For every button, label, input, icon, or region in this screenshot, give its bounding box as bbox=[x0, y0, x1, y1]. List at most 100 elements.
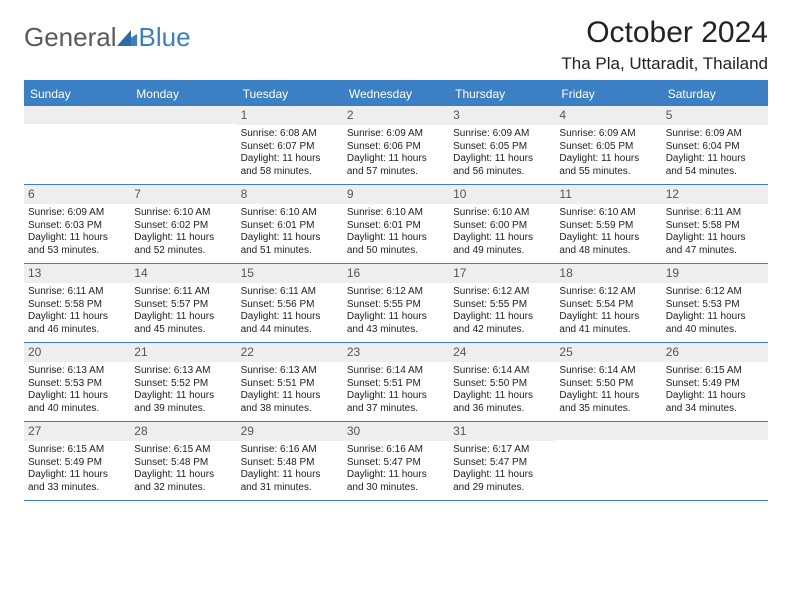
day-number: 14 bbox=[130, 264, 236, 283]
sunset-text: Sunset: 5:48 PM bbox=[241, 457, 339, 470]
sunset-text: Sunset: 5:53 PM bbox=[666, 299, 764, 312]
sunset-text: Sunset: 5:51 PM bbox=[347, 378, 445, 391]
logo-text: General bbox=[24, 22, 137, 53]
sunrise-text: Sunrise: 6:14 AM bbox=[453, 365, 551, 378]
sunset-text: Sunset: 5:53 PM bbox=[28, 378, 126, 391]
sunset-text: Sunset: 5:59 PM bbox=[559, 220, 657, 233]
day-body: Sunrise: 6:12 AMSunset: 5:54 PMDaylight:… bbox=[555, 283, 661, 342]
sunrise-text: Sunrise: 6:14 AM bbox=[559, 365, 657, 378]
day-number: 19 bbox=[662, 264, 768, 283]
day-body: Sunrise: 6:13 AMSunset: 5:53 PMDaylight:… bbox=[24, 362, 130, 421]
sunrise-text: Sunrise: 6:12 AM bbox=[453, 286, 551, 299]
sunset-text: Sunset: 5:55 PM bbox=[347, 299, 445, 312]
day-number: 17 bbox=[449, 264, 555, 283]
day-cell: 31Sunrise: 6:17 AMSunset: 5:47 PMDayligh… bbox=[449, 422, 555, 500]
sunrise-text: Sunrise: 6:09 AM bbox=[347, 128, 445, 141]
sunrise-text: Sunrise: 6:09 AM bbox=[559, 128, 657, 141]
sunset-text: Sunset: 6:00 PM bbox=[453, 220, 551, 233]
day-body: Sunrise: 6:15 AMSunset: 5:48 PMDaylight:… bbox=[130, 441, 236, 500]
week-row: 20Sunrise: 6:13 AMSunset: 5:53 PMDayligh… bbox=[24, 343, 768, 422]
sunset-text: Sunset: 5:47 PM bbox=[347, 457, 445, 470]
sunrise-text: Sunrise: 6:10 AM bbox=[453, 207, 551, 220]
sunset-text: Sunset: 6:05 PM bbox=[453, 141, 551, 154]
title-block: October 2024 Tha Pla, Uttaradit, Thailan… bbox=[561, 16, 768, 74]
week-row: 13Sunrise: 6:11 AMSunset: 5:58 PMDayligh… bbox=[24, 264, 768, 343]
sunset-text: Sunset: 6:01 PM bbox=[347, 220, 445, 233]
sunrise-text: Sunrise: 6:11 AM bbox=[28, 286, 126, 299]
day-number: 12 bbox=[662, 185, 768, 204]
sunset-text: Sunset: 5:50 PM bbox=[453, 378, 551, 391]
sunset-text: Sunset: 5:51 PM bbox=[241, 378, 339, 391]
sunrise-text: Sunrise: 6:11 AM bbox=[134, 286, 232, 299]
daylight-text: Daylight: 11 hours and 37 minutes. bbox=[347, 390, 445, 415]
day-body: Sunrise: 6:13 AMSunset: 5:51 PMDaylight:… bbox=[237, 362, 343, 421]
logo-blue-text: Blue bbox=[139, 22, 191, 53]
daylight-text: Daylight: 11 hours and 50 minutes. bbox=[347, 232, 445, 257]
sunset-text: Sunset: 5:55 PM bbox=[453, 299, 551, 312]
day-cell: 23Sunrise: 6:14 AMSunset: 5:51 PMDayligh… bbox=[343, 343, 449, 421]
day-number: 2 bbox=[343, 106, 449, 125]
day-cell: 6Sunrise: 6:09 AMSunset: 6:03 PMDaylight… bbox=[24, 185, 130, 263]
sunrise-text: Sunrise: 6:14 AM bbox=[347, 365, 445, 378]
sunset-text: Sunset: 6:02 PM bbox=[134, 220, 232, 233]
sunrise-text: Sunrise: 6:12 AM bbox=[559, 286, 657, 299]
day-number: 20 bbox=[24, 343, 130, 362]
sunrise-text: Sunrise: 6:10 AM bbox=[347, 207, 445, 220]
day-number: 28 bbox=[130, 422, 236, 441]
daylight-text: Daylight: 11 hours and 55 minutes. bbox=[559, 153, 657, 178]
day-cell: 9 Sunrise: 6:10 AMSunset: 6:01 PMDaylight… bbox=[343, 185, 449, 263]
day-body: Sunrise: 6:11 AMSunset: 5:58 PMDaylight:… bbox=[24, 283, 130, 342]
day-body: Sunrise: 6:16 AMSunset: 5:48 PMDaylight:… bbox=[237, 441, 343, 500]
sunrise-text: Sunrise: 6:15 AM bbox=[28, 444, 126, 457]
day-number: 3 bbox=[449, 106, 555, 125]
sunrise-text: Sunrise: 6:16 AM bbox=[241, 444, 339, 457]
calendar: SundayMondayTuesdayWednesdayThursdayFrid… bbox=[24, 80, 768, 501]
day-cell: 24Sunrise: 6:14 AMSunset: 5:50 PMDayligh… bbox=[449, 343, 555, 421]
daylight-text: Daylight: 11 hours and 56 minutes. bbox=[453, 153, 551, 178]
day-cell: 16Sunrise: 6:12 AMSunset: 5:55 PMDayligh… bbox=[343, 264, 449, 342]
daylight-text: Daylight: 11 hours and 43 minutes. bbox=[347, 311, 445, 336]
day-body: Sunrise: 6:17 AMSunset: 5:47 PMDaylight:… bbox=[449, 441, 555, 500]
month-title: October 2024 bbox=[561, 16, 768, 50]
sunset-text: Sunset: 6:06 PM bbox=[347, 141, 445, 154]
sunrise-text: Sunrise: 6:11 AM bbox=[666, 207, 764, 220]
sunrise-text: Sunrise: 6:16 AM bbox=[347, 444, 445, 457]
weekday-header-row: SundayMondayTuesdayWednesdayThursdayFrid… bbox=[24, 82, 768, 106]
daylight-text: Daylight: 11 hours and 29 minutes. bbox=[453, 469, 551, 494]
logo-text-part2 bbox=[117, 22, 137, 52]
day-body: Sunrise: 6:11 AMSunset: 5:58 PMDaylight:… bbox=[662, 204, 768, 263]
day-body: Sunrise: 6:12 AMSunset: 5:55 PMDaylight:… bbox=[449, 283, 555, 342]
sunset-text: Sunset: 5:49 PM bbox=[28, 457, 126, 470]
week-row: 6Sunrise: 6:09 AMSunset: 6:03 PMDaylight… bbox=[24, 185, 768, 264]
day-number: 22 bbox=[237, 343, 343, 362]
day-number: 9 bbox=[343, 185, 449, 204]
daylight-text: Daylight: 11 hours and 31 minutes. bbox=[241, 469, 339, 494]
day-cell: 7Sunrise: 6:10 AMSunset: 6:02 PMDaylight… bbox=[130, 185, 236, 263]
weeks-container: 1Sunrise: 6:08 AMSunset: 6:07 PMDaylight… bbox=[24, 106, 768, 501]
sunset-text: Sunset: 5:50 PM bbox=[559, 378, 657, 391]
location-text: Tha Pla, Uttaradit, Thailand bbox=[561, 54, 768, 74]
sunset-text: Sunset: 5:48 PM bbox=[134, 457, 232, 470]
sunrise-text: Sunrise: 6:13 AM bbox=[134, 365, 232, 378]
daylight-text: Daylight: 11 hours and 34 minutes. bbox=[666, 390, 764, 415]
day-cell: 25Sunrise: 6:14 AMSunset: 5:50 PMDayligh… bbox=[555, 343, 661, 421]
daylight-text: Daylight: 11 hours and 49 minutes. bbox=[453, 232, 551, 257]
daylight-text: Daylight: 11 hours and 32 minutes. bbox=[134, 469, 232, 494]
day-body: Sunrise: 6:10 AMSunset: 6:00 PMDaylight:… bbox=[449, 204, 555, 263]
sunset-text: Sunset: 5:58 PM bbox=[28, 299, 126, 312]
day-body: Sunrise: 6:16 AMSunset: 5:47 PMDaylight:… bbox=[343, 441, 449, 500]
day-body bbox=[130, 124, 236, 182]
sunrise-text: Sunrise: 6:13 AM bbox=[28, 365, 126, 378]
day-cell: 8Sunrise: 6:10 AMSunset: 6:01 PMDaylight… bbox=[237, 185, 343, 263]
day-body: Sunrise: 6:10 AMSunset: 5:59 PMDaylight:… bbox=[555, 204, 661, 263]
day-body: Sunrise: 6:14 AMSunset: 5:50 PMDaylight:… bbox=[449, 362, 555, 421]
sunrise-text: Sunrise: 6:12 AM bbox=[347, 286, 445, 299]
day-body: Sunrise: 6:14 AMSunset: 5:51 PMDaylight:… bbox=[343, 362, 449, 421]
daylight-text: Daylight: 11 hours and 51 minutes. bbox=[241, 232, 339, 257]
day-number: 7 bbox=[130, 185, 236, 204]
day-cell: 18Sunrise: 6:12 AMSunset: 5:54 PMDayligh… bbox=[555, 264, 661, 342]
weekday-header-cell: Sunday bbox=[24, 82, 130, 106]
day-body bbox=[662, 440, 768, 498]
day-body: Sunrise: 6:09 AMSunset: 6:04 PMDaylight:… bbox=[662, 125, 768, 184]
daylight-text: Daylight: 11 hours and 47 minutes. bbox=[666, 232, 764, 257]
